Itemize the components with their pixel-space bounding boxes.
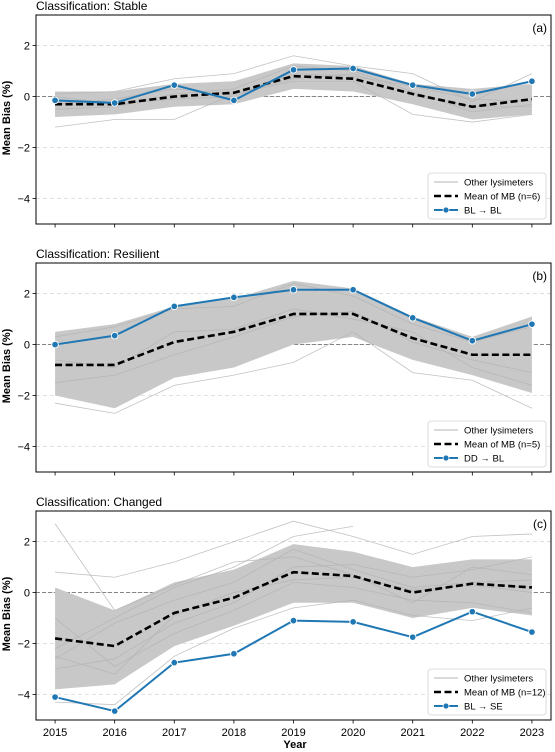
other-lysimeter-line [55,282,533,343]
series-point [51,340,59,349]
y-tick-label: −4 [17,442,30,454]
legend-label: Mean of MB (n=12) [464,688,546,699]
y-tick-label: 0 [24,92,30,104]
legend-label: DD → BL [464,454,504,465]
other-lysimeter-line [55,556,533,670]
x-tick-label: 2022 [460,727,484,739]
y-tick-label: −2 [17,143,30,155]
y-tick-label: 0 [24,340,30,352]
legend-box [427,668,547,716]
legend-label: Other lysimeters [464,674,533,685]
series-point [110,331,119,340]
spread-band [55,544,532,690]
legend-swatch-series-marker [442,206,450,214]
x-axis-label: Year [283,739,307,751]
y-tick-label: −4 [17,690,30,702]
y-tick-label: 2 [24,41,30,53]
x-tick-label: 2017 [162,727,186,739]
series-point [289,616,298,625]
panel-0: Classification: Stable 2 0 −2 −4 (a) Other lys… [17,0,552,228]
legend-label: Mean of MB (n=5) [464,440,540,451]
x-tick-label: 2018 [222,727,246,739]
y-tick-label: −2 [17,391,30,403]
x-tick-label: 2019 [281,727,305,739]
series-point [170,302,179,311]
series-point [528,77,536,86]
series-point [408,633,417,641]
legend-label: BL → BL [464,206,502,217]
series-point [110,99,119,107]
y-axis-label-b: Mean Bias (%) [1,328,13,403]
mean-line [55,74,533,109]
panel-2: Classification: Changed 2 0 −2 −4 2015 2016 201… [17,495,552,739]
mean-line [55,312,532,367]
spread-band [55,63,532,120]
series-point [230,96,238,105]
series-point [349,64,357,73]
legend-box [427,172,547,220]
legend-label: BL → SE [464,702,503,713]
spread-band [55,280,532,409]
series-point [408,81,417,89]
mean-line [54,570,533,648]
series-point [408,314,417,322]
panel-letter: (a) [532,21,547,35]
legend-label: Mean of MB (n=6) [464,192,540,203]
panel-title: Classification: Stable [36,0,148,13]
other-lysimeter-line [55,599,533,706]
y-axis-label-a: Mean Bias (%) [1,80,13,155]
y-tick-label: 0 [24,588,30,600]
other-lysimeter-line [55,55,533,103]
x-tick-label: 2023 [520,727,544,739]
series-point [528,320,536,328]
series-point [349,286,357,294]
y-tick-label: −2 [17,639,30,651]
panel-letter: (c) [533,517,547,531]
x-tick-label: 2020 [341,727,365,739]
x-tick-label: 2015 [43,727,67,739]
series-point [289,286,298,294]
series-point [170,658,179,667]
series-point [468,607,477,616]
series-point [468,336,477,345]
series-point [289,66,298,74]
y-tick-label: 2 [24,289,30,301]
series-point [230,293,238,302]
y-tick-label: 2 [24,537,30,549]
series-point [349,618,357,626]
series-point [170,81,179,89]
legend-box [427,420,547,468]
legend-swatch-series-marker [442,454,450,462]
other-lysimeter-line [55,308,533,386]
series-point [528,628,536,636]
y-axis-label-c: Mean Bias (%) [1,576,13,651]
series-point [468,90,477,98]
panel-title: Classification: Resilient [36,247,160,261]
other-lysimeter-line [55,520,532,578]
y-tick-label: −4 [17,194,30,206]
other-lysimeter-line [54,548,532,660]
other-lysimeter-line [54,523,532,611]
other-lysimeter-line [55,311,533,384]
other-lysimeter-line [54,525,354,649]
series-point [51,96,59,105]
series-point [230,649,238,658]
panel-1: Classification: Resilient 2 0 −2 −4 (b) Other … [17,247,552,476]
panel-letter: (b) [532,269,547,283]
x-tick-label: 2021 [400,727,424,739]
legend-swatch-series-marker [442,702,450,710]
other-lysimeter-line [55,80,532,128]
legend-label: Other lysimeters [464,426,533,437]
x-tick-label: 2016 [102,727,126,739]
other-lysimeter-line [55,331,533,414]
series-point [51,693,59,701]
other-lysimeter-line [54,581,532,667]
series-point [110,707,119,715]
legend-label: Other lysimeters [464,178,533,189]
panel-title: Classification: Changed [36,495,162,509]
